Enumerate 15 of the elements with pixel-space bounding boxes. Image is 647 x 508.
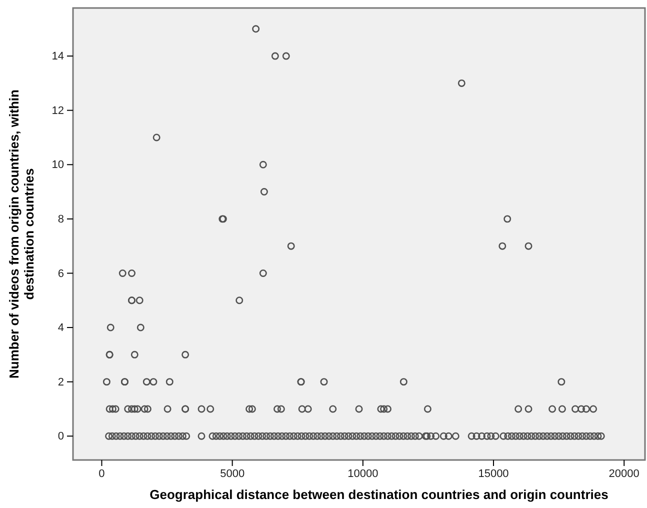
y-tick-label: 8 [58,213,64,226]
x-axis-title: Geographical distance between destination countries and origin countries [150,487,608,502]
x-tick-label: 5000 [220,468,245,480]
y-tick-label: 4 [58,322,64,334]
y-tick-label: 12 [52,104,64,117]
y-tick-label: 14 [52,50,64,63]
y-tick-label: 6 [58,268,64,280]
y-tick-label: 10 [52,159,64,172]
y-tick-label: 2 [58,376,64,388]
y-axis-title: Number of videos from origin countries, within destination countries [6,89,36,378]
x-tick-label: 20000 [608,468,640,480]
x-tick-label: 10000 [348,468,378,480]
x-tick-label: 0 [98,468,105,480]
x-tick-label: 15000 [478,468,509,480]
y-tick-label: 0 [58,430,64,443]
